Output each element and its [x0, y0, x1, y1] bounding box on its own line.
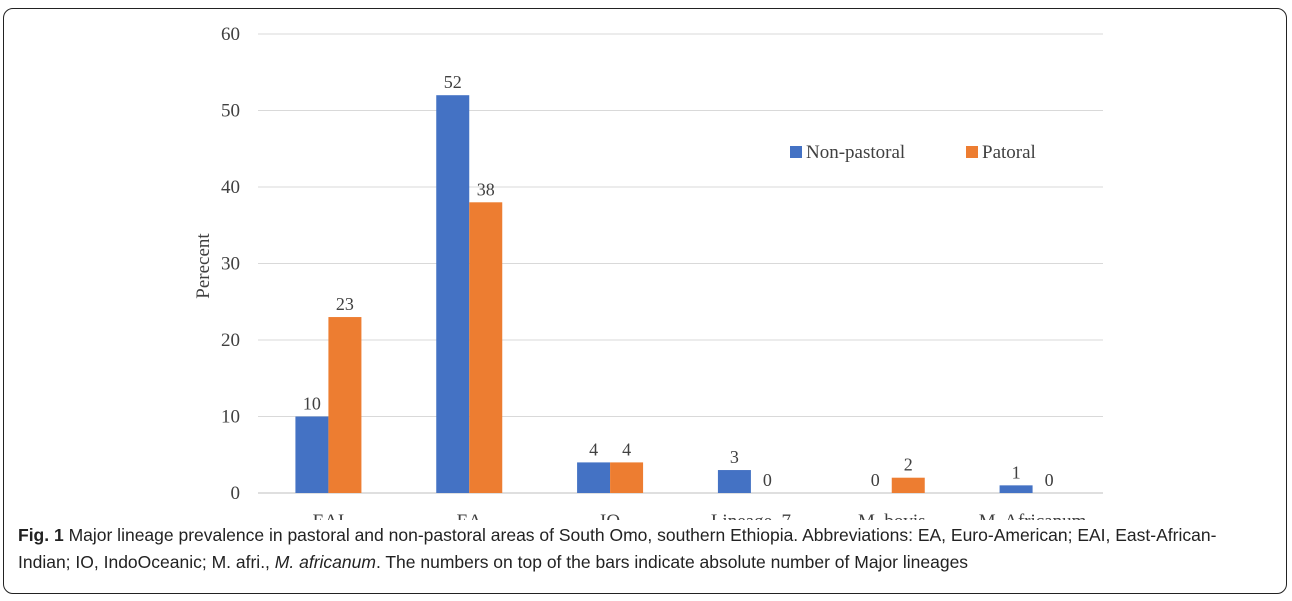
bar	[469, 202, 503, 494]
y-tick-label: 60	[221, 24, 240, 45]
y-axis-label: Perecent	[193, 233, 214, 299]
bar	[610, 462, 644, 493]
y-tick-label: 10	[221, 407, 240, 428]
data-label: 38	[477, 179, 495, 199]
data-label: 0	[763, 470, 772, 490]
x-tick-label: EAI	[313, 511, 345, 520]
data-label: 0	[1045, 470, 1054, 490]
x-tick-label: IO	[600, 511, 620, 520]
legend-label: Patoral	[982, 142, 1036, 163]
data-label: 4	[589, 439, 598, 459]
y-tick-label: 0	[231, 483, 241, 504]
y-tick-labels: 0 10 20 30 40 50 60	[221, 24, 240, 504]
data-label: 52	[444, 72, 462, 92]
x-tick-label: Lineage_7	[711, 511, 791, 520]
bar	[717, 470, 751, 493]
legend: Non-pastoral Patoral	[790, 142, 1036, 163]
gridlines	[258, 33, 1103, 494]
caption-label: Fig. 1	[18, 525, 64, 545]
caption-italic: M. africanum	[274, 552, 376, 572]
data-label: 2	[904, 455, 913, 475]
data-label: 10	[303, 394, 321, 414]
bar	[328, 317, 362, 493]
x-tick-labels: EAI EA IO Lineage_7 M. bovis M. Africanum	[313, 511, 1087, 520]
x-tick-label: EA	[457, 511, 483, 520]
caption-text: Major lineage prevalence in pastoral and…	[18, 525, 1217, 572]
data-label: 23	[336, 294, 354, 314]
bar	[577, 462, 611, 493]
data-label: 4	[622, 439, 631, 459]
y-tick-label: 30	[221, 254, 240, 275]
caption-text-end: . The numbers on top of the bars indicat…	[375, 552, 969, 572]
y-tick-label: 50	[221, 101, 240, 122]
y-tick-label: 20	[221, 330, 240, 351]
legend-swatch	[790, 146, 802, 158]
bar	[891, 477, 925, 493]
figure-frame	[3, 8, 1287, 594]
y-tick-label: 40	[221, 177, 240, 198]
data-label: 1	[1012, 462, 1021, 482]
x-tick-label: M. Africanum	[979, 511, 1087, 520]
x-tick-label: M. bovis	[858, 511, 926, 520]
data-label: 0	[871, 470, 880, 490]
legend-label: Non-pastoral	[806, 142, 905, 163]
data-label: 3	[730, 447, 739, 467]
bar	[999, 485, 1033, 493]
legend-swatch	[966, 146, 978, 158]
figure-caption: Fig. 1 Major lineage prevalence in pasto…	[18, 522, 1268, 576]
bar	[436, 95, 470, 493]
bar	[295, 416, 329, 493]
